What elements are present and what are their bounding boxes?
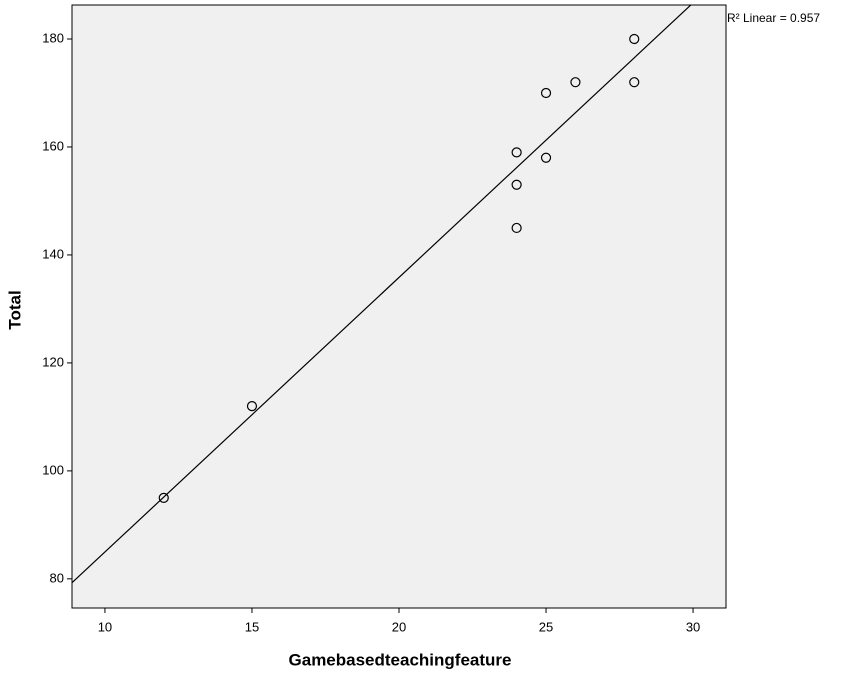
point bbox=[511, 222, 522, 234]
y-tick-label: 80 bbox=[50, 570, 64, 585]
x-tick-label: 30 bbox=[686, 619, 700, 634]
x-tick-label: 15 bbox=[245, 619, 259, 634]
point bbox=[629, 77, 640, 88]
point bbox=[540, 87, 552, 99]
x-tick-label: 20 bbox=[392, 619, 406, 634]
point bbox=[570, 77, 581, 88]
fit-line bbox=[72, 5, 692, 584]
fit-line-group bbox=[72, 5, 692, 584]
point bbox=[629, 33, 640, 45]
y-tick-label: 180 bbox=[42, 30, 64, 45]
point bbox=[158, 492, 169, 503]
y-axis-label: Total bbox=[5, 290, 24, 329]
x-tick-label: 25 bbox=[539, 619, 553, 634]
y-tick-label: 140 bbox=[42, 246, 64, 261]
y-tick-label: 120 bbox=[42, 354, 64, 369]
point bbox=[540, 152, 552, 163]
plot-area bbox=[71, 4, 727, 609]
x-tick-label: 10 bbox=[98, 619, 112, 634]
point bbox=[511, 147, 522, 158]
x-axis-label: Gamebasedteachingfeature bbox=[289, 650, 512, 669]
point bbox=[511, 179, 522, 190]
y-tick-label: 160 bbox=[42, 138, 64, 153]
y-tick-label: 100 bbox=[42, 462, 64, 477]
point bbox=[246, 401, 258, 412]
r-squared-annotation: R² Linear = 0.957 bbox=[727, 11, 820, 25]
